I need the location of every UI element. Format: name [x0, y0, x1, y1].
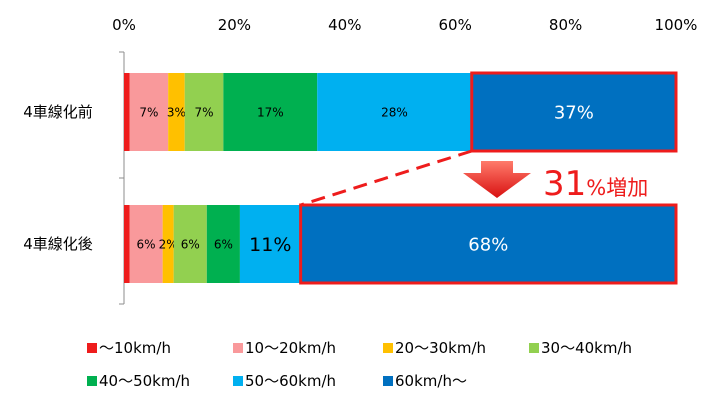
category-label: 4車線化後 [23, 235, 93, 253]
bar-segment [317, 73, 472, 151]
data-label: 28% [381, 105, 408, 119]
legend-label: 50〜60km/h [245, 372, 336, 390]
x-tick-label: 0% [112, 16, 136, 34]
legend-label: 30〜40km/h [541, 339, 632, 357]
data-label: 6% [181, 237, 200, 251]
legend-label: 60km/h〜 [395, 372, 467, 390]
increase-suffix: %増加 [586, 176, 648, 200]
bar-segment [223, 73, 318, 151]
bar-segment [124, 205, 130, 283]
legend-swatch [529, 343, 539, 353]
x-tick-label: 100% [655, 16, 698, 34]
x-tick-label: 20% [218, 16, 251, 34]
data-label: 6% [214, 237, 233, 251]
data-label: 3% [167, 105, 186, 119]
data-label: 17% [257, 105, 284, 119]
data-label: 7% [139, 105, 158, 119]
dashed-connector [300, 149, 473, 207]
legend-swatch [233, 343, 243, 353]
legend-swatch [383, 376, 393, 386]
bar-segment [124, 73, 130, 151]
bar-segment [162, 205, 174, 283]
data-label: 68% [468, 234, 508, 255]
data-label: 6% [137, 237, 156, 251]
category-label: 4車線化前 [23, 103, 93, 121]
bar-segment [184, 73, 224, 151]
legend-label: 20〜30km/h [395, 339, 486, 357]
data-label: 11% [249, 234, 291, 256]
bar-segment [471, 73, 676, 151]
highlight-box-before [470, 71, 678, 153]
increase-value: 31 [543, 164, 586, 204]
data-label: 7% [195, 105, 214, 119]
bar-segment [168, 73, 185, 151]
bar-segment [173, 205, 207, 283]
x-tick-label: 40% [328, 16, 361, 34]
legend-label: 40〜50km/h [99, 372, 190, 390]
bar-segment [129, 73, 169, 151]
highlight-box-after [299, 203, 678, 285]
legend-swatch [87, 343, 97, 353]
bar-segment [300, 205, 676, 283]
legend-label: 10〜20km/h [245, 339, 336, 357]
bar-segment [206, 205, 240, 283]
legend-swatch [383, 343, 393, 353]
legend-swatch [233, 376, 243, 386]
legend-swatch [87, 376, 97, 386]
down-arrow-icon [463, 161, 531, 198]
data-label: 2% [159, 237, 178, 251]
x-tick-label: 60% [439, 16, 472, 34]
bar-segment [239, 205, 301, 283]
x-tick-label: 80% [549, 16, 582, 34]
data-label: 37% [554, 102, 594, 123]
legend-label: 〜10km/h [99, 339, 171, 357]
increase-annotation: 31%増加 [543, 164, 648, 204]
bar-segment [129, 205, 163, 283]
